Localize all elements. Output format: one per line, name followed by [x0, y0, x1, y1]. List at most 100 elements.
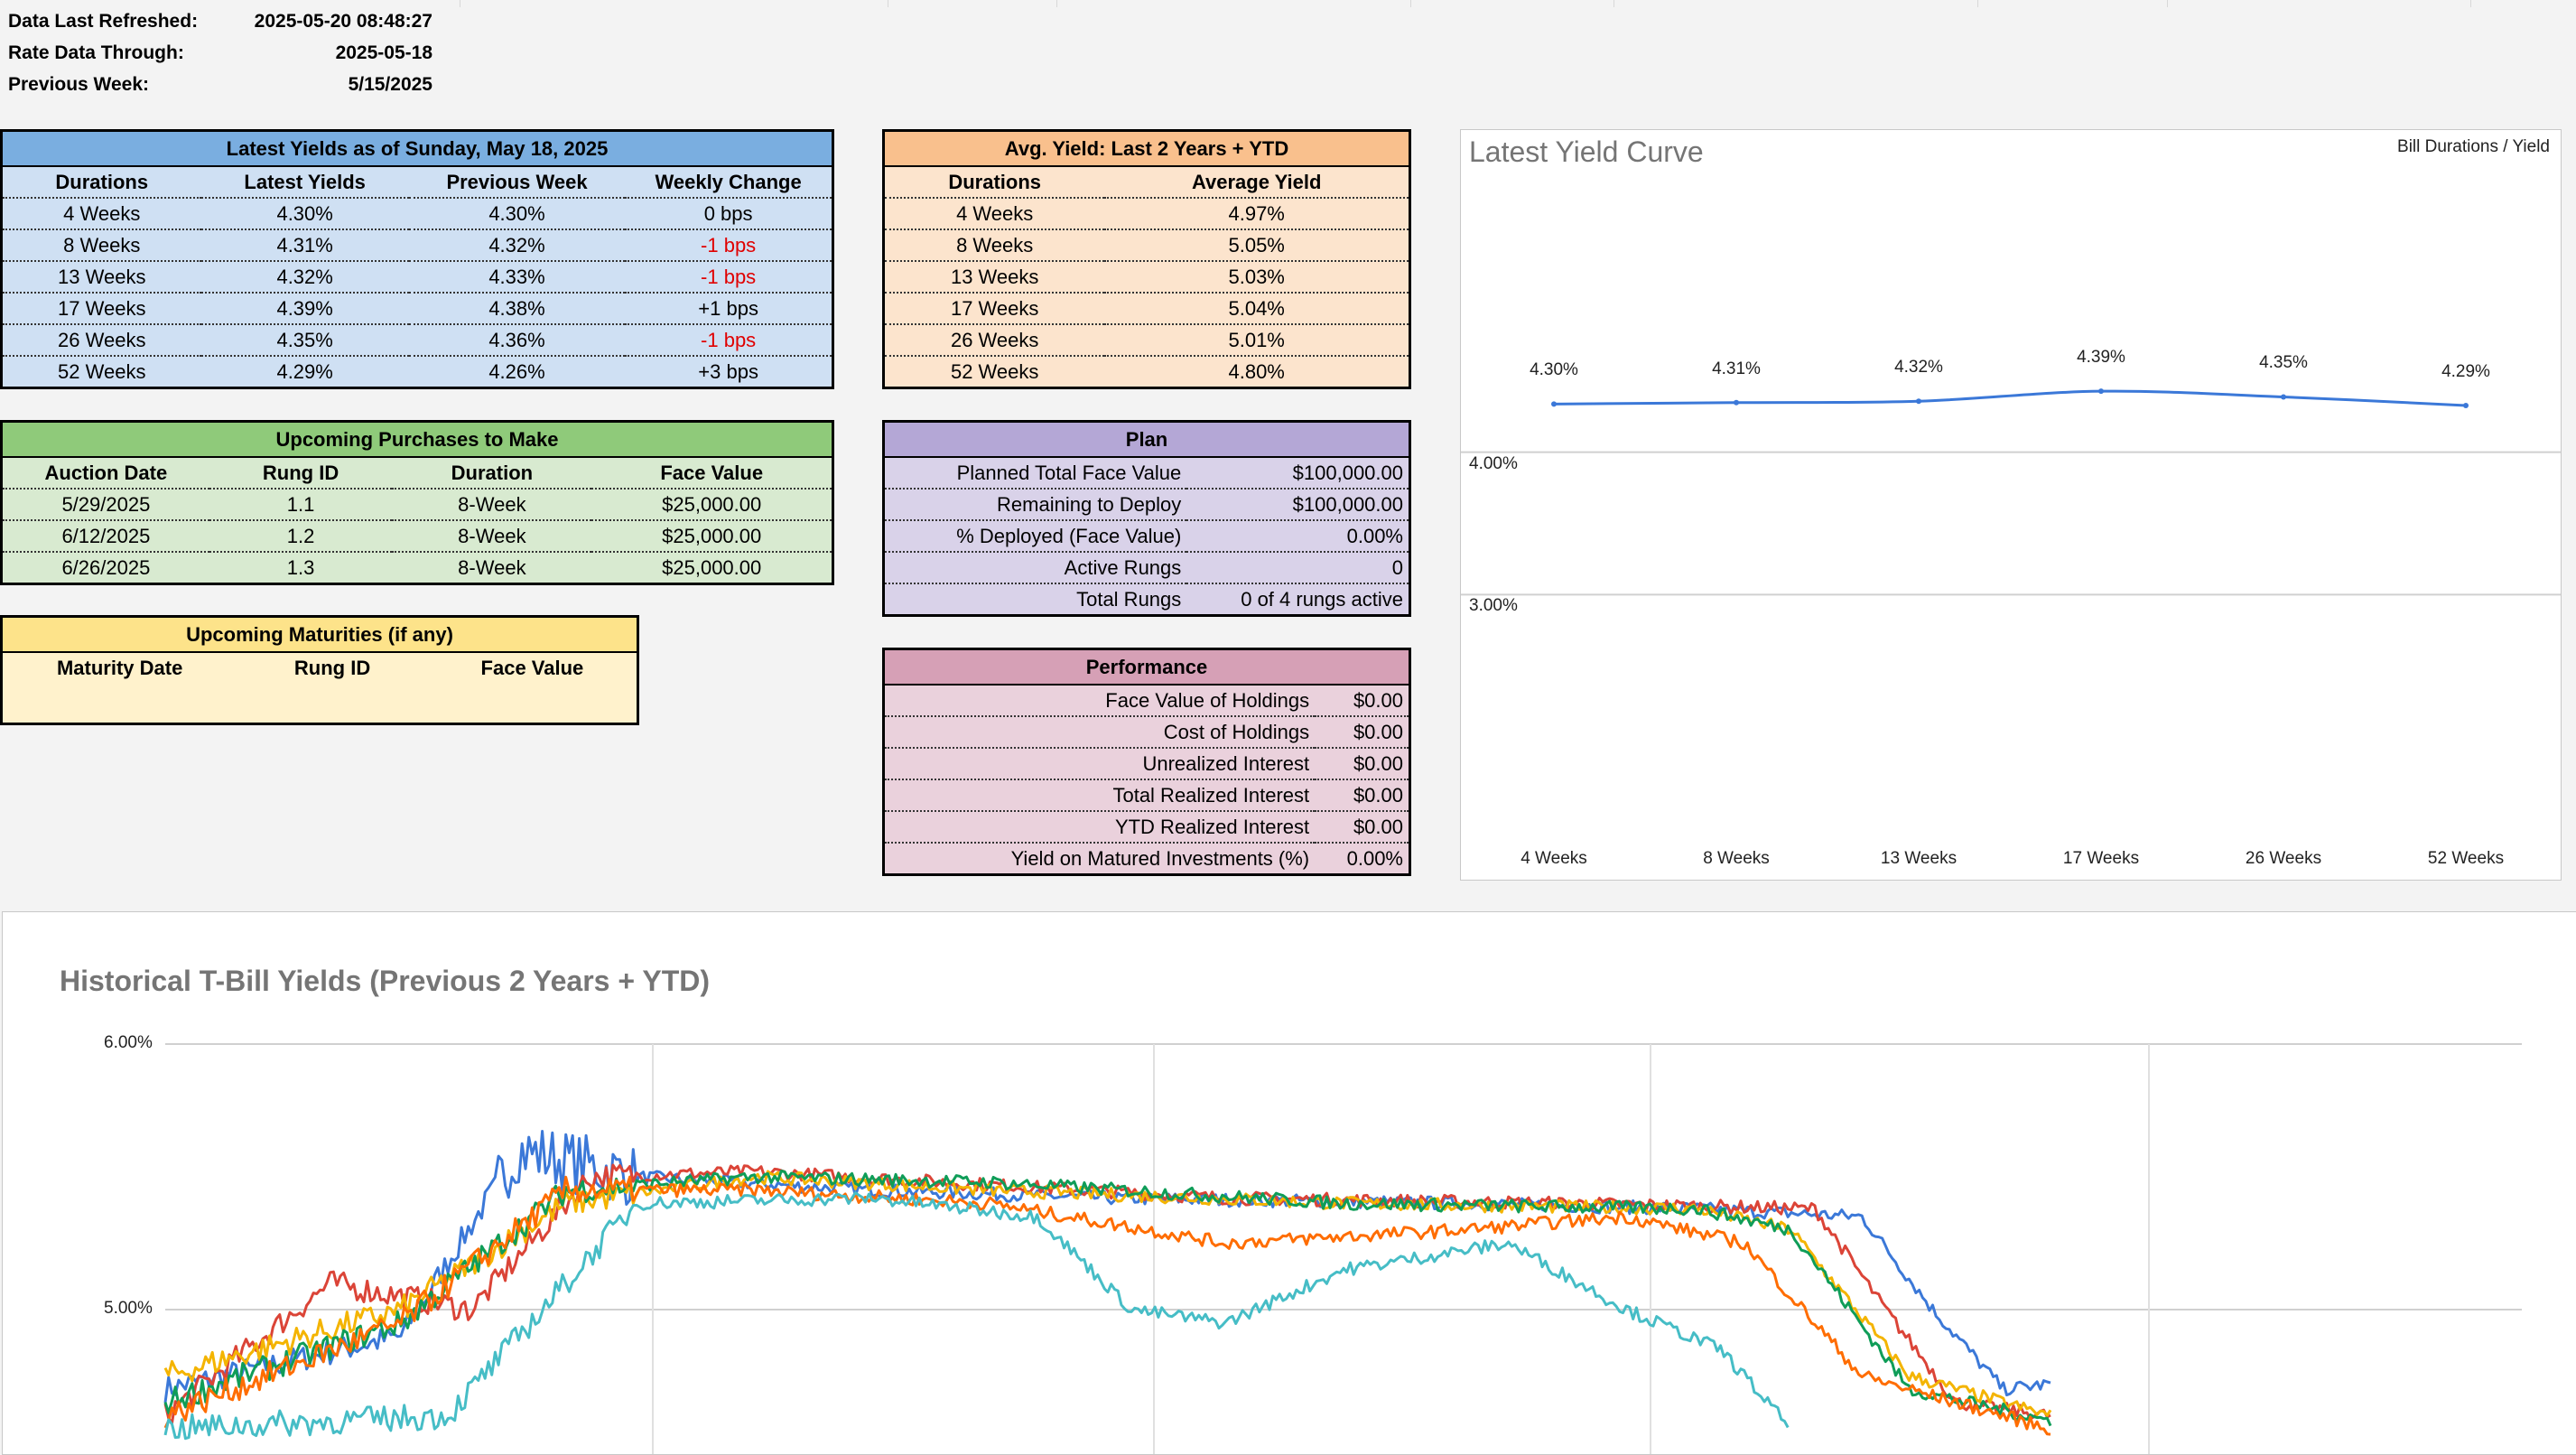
table-cell: 0: [1186, 551, 1410, 583]
y-tick-label: 3.00%: [1469, 596, 1518, 616]
table-row[interactable]: % Deployed (Face Value) 0.00%: [883, 519, 1410, 552]
table-cell: 4.29%: [200, 355, 409, 388]
column-gridline: [2167, 0, 2168, 7]
data-point[interactable]: [1916, 398, 1921, 405]
table-cell: 8-Week: [392, 551, 592, 584]
table-row[interactable]: 8 Weeks 5.05%: [883, 229, 1410, 261]
col-header[interactable]: Durations: [883, 166, 1105, 198]
table-cell: 6/26/2025: [1, 551, 209, 584]
table-cell: 1.1: [209, 488, 393, 520]
table-cell: $0.00: [1315, 779, 1410, 811]
table-cell: 4.39%: [200, 292, 409, 324]
table-cell: 4.30%: [200, 197, 409, 229]
point-label: 4.32%: [1894, 358, 1943, 378]
table-row[interactable]: 26 Weeks 4.35% 4.36% -1 bps: [1, 323, 833, 356]
table-cell: 13 Weeks: [1, 260, 201, 293]
table-row[interactable]: 6/26/2025 1.3 8-Week $25,000.00: [1, 551, 833, 584]
empty-row[interactable]: [1, 683, 638, 724]
col-header[interactable]: Durations: [1, 166, 201, 198]
table-cell: 8 Weeks: [883, 229, 1105, 261]
table-cell: 5.04%: [1104, 292, 1410, 324]
x-tick-label: 17 Weeks: [2062, 849, 2140, 868]
column-gridline: [1977, 0, 1978, 7]
col-header[interactable]: Maturity Date: [1, 652, 237, 683]
data-point[interactable]: [2098, 388, 2104, 395]
table-cell: % Deployed (Face Value): [883, 519, 1187, 552]
table-row[interactable]: 17 Weeks 5.04%: [883, 292, 1410, 324]
point-label: 4.39%: [2077, 348, 2125, 368]
previous-week-label: Previous Week:: [8, 74, 150, 95]
table-row[interactable]: 4 Weeks 4.30% 4.30% 0 bps: [1, 197, 833, 229]
x-tick-label: 4 Weeks: [1520, 849, 1587, 868]
column-gridline: [1056, 0, 1057, 7]
table-row[interactable]: Remaining to Deploy $100,000.00: [883, 488, 1410, 520]
performance-title: Performance: [883, 648, 1410, 686]
table-cell: 4.31%: [200, 229, 409, 261]
table-cell: 26 Weeks: [1, 323, 201, 356]
col-header[interactable]: Auction Date: [1, 457, 209, 489]
table-cell: 26 Weeks: [883, 323, 1105, 356]
table-cell: 4.35%: [200, 323, 409, 356]
table-row[interactable]: 26 Weeks 5.01%: [883, 323, 1410, 356]
col-header[interactable]: Latest Yields: [200, 166, 409, 198]
data-point[interactable]: [1734, 399, 1739, 406]
yield-curve-plot: [1461, 388, 2561, 596]
table-row[interactable]: 5/29/2025 1.1 8-Week $25,000.00: [1, 488, 833, 520]
historical-series-line: [163, 1191, 1790, 1441]
data-point[interactable]: [2463, 402, 2469, 408]
table-row[interactable]: 8 Weeks 4.31% 4.32% -1 bps: [1, 229, 833, 261]
table-row[interactable]: Planned Total Face Value $100,000.00: [883, 456, 1410, 489]
col-header[interactable]: Rung ID: [209, 457, 393, 489]
table-row[interactable]: 52 Weeks 4.80%: [883, 355, 1410, 388]
table-row[interactable]: 6/12/2025 1.2 8-Week $25,000.00: [1, 519, 833, 552]
col-header[interactable]: Rung ID: [237, 652, 428, 683]
col-header[interactable]: Weekly Change: [625, 166, 833, 198]
table-row[interactable]: Total Realized Interest $0.00: [883, 779, 1410, 811]
table-row[interactable]: Yield on Matured Investments (%) 0.00%: [883, 842, 1410, 875]
previous-week-row[interactable]: Previous Week: 5/15/2025: [8, 72, 432, 104]
rate-through-row[interactable]: Rate Data Through: 2025-05-18: [8, 41, 432, 72]
table-row[interactable]: Cost of Holdings $0.00: [883, 715, 1410, 748]
table-cell: 0 of 4 rungs active: [1186, 583, 1410, 616]
column-gridline: [1410, 0, 1411, 7]
col-header[interactable]: Average Yield: [1104, 166, 1410, 198]
col-header[interactable]: Face Value: [591, 457, 833, 489]
y-tick-label: 5.00%: [104, 1299, 153, 1318]
table-row[interactable]: 52 Weeks 4.29% 4.26% +3 bps: [1, 355, 833, 388]
table-cell: Face Value of Holdings: [883, 684, 1316, 716]
table-row[interactable]: Active Rungs 0: [883, 551, 1410, 583]
table-cell: 1.3: [209, 551, 393, 584]
col-header[interactable]: Duration: [392, 457, 592, 489]
col-header[interactable]: Face Value: [427, 652, 638, 683]
upcoming-purchases-table: Upcoming Purchases to Make Auction Date …: [0, 420, 834, 585]
table-row[interactable]: 13 Weeks 4.32% 4.33% -1 bps: [1, 260, 833, 293]
table-cell: 1.2: [209, 519, 393, 552]
data-point[interactable]: [1551, 401, 1557, 407]
table-row[interactable]: 13 Weeks 5.03%: [883, 260, 1410, 293]
historical-chart-title: Historical T-Bill Yields (Previous 2 Yea…: [60, 965, 711, 997]
table-row[interactable]: YTD Realized Interest $0.00: [883, 810, 1410, 843]
table-cell: $25,000.00: [591, 488, 833, 520]
table-cell: 8-Week: [392, 519, 592, 552]
table-row[interactable]: Unrealized Interest $0.00: [883, 747, 1410, 779]
plan-table: Plan Planned Total Face Value $100,000.00…: [882, 420, 1411, 617]
table-cell: 17 Weeks: [1, 292, 201, 324]
table-row[interactable]: Face Value of Holdings $0.00: [883, 684, 1410, 716]
historical-yields-chart[interactable]: Historical T-Bill Yields (Previous 2 Yea…: [2, 911, 2576, 1455]
refresh-row[interactable]: Data Last Refreshed: 2025-05-20 08:48:27: [8, 9, 432, 41]
table-cell: 0.00%: [1186, 519, 1410, 552]
y-tick-label: 4.00%: [1469, 453, 1518, 473]
table-row[interactable]: Total Rungs 0 of 4 rungs active: [883, 583, 1410, 616]
upcoming-maturities-title: Upcoming Maturities (if any): [1, 616, 638, 653]
latest-yields-title: Latest Yields as of Sunday, May 18, 2025: [1, 130, 833, 167]
performance-table: Performance Face Value of Holdings $0.00 C…: [882, 648, 1411, 876]
point-label: 4.30%: [1530, 360, 1578, 380]
latest-yield-curve-chart[interactable]: Latest Yield Curve Bill Durations / Yiel…: [1460, 129, 2562, 881]
data-point[interactable]: [2281, 394, 2286, 400]
col-header[interactable]: Previous Week: [408, 166, 626, 198]
table-row[interactable]: 17 Weeks 4.39% 4.38% +1 bps: [1, 292, 833, 324]
refresh-info: Data Last Refreshed: 2025-05-20 08:48:27…: [8, 9, 432, 104]
table-row[interactable]: 4 Weeks 4.97%: [883, 197, 1410, 229]
table-cell: 0.00%: [1315, 842, 1410, 875]
